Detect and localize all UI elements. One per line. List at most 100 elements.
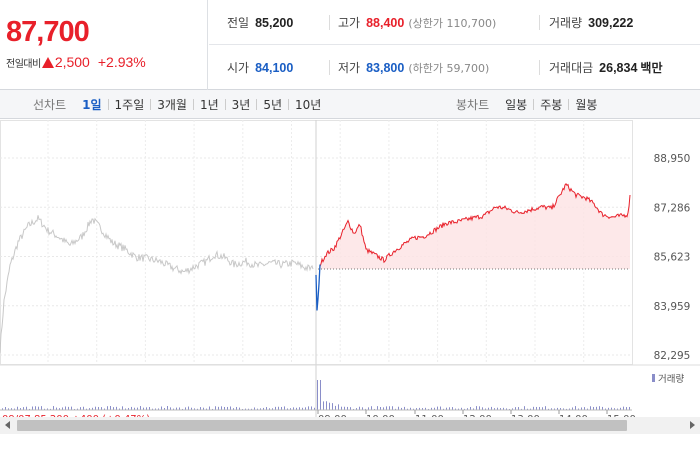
volume-bar bbox=[494, 408, 495, 410]
chart-grid bbox=[0, 120, 633, 420]
volume-bar bbox=[296, 407, 297, 410]
volume-bar bbox=[476, 406, 477, 410]
volume-bar bbox=[197, 408, 198, 410]
volume-bar bbox=[509, 408, 510, 410]
volume-bar bbox=[335, 405, 336, 410]
volume-bar bbox=[143, 407, 144, 410]
tab-1y[interactable]: 1년 bbox=[199, 98, 219, 112]
volume-bar bbox=[365, 408, 366, 410]
volume-bar bbox=[161, 406, 162, 410]
volume-bar bbox=[128, 407, 129, 410]
stat-unit: 백만 bbox=[640, 61, 663, 75]
volume-bar bbox=[488, 407, 489, 410]
volume-bar bbox=[608, 407, 609, 410]
volume-bar bbox=[146, 407, 147, 410]
divider bbox=[539, 60, 540, 75]
tab-3y[interactable]: 3년 bbox=[231, 98, 251, 112]
quote-stats-row: 시가 84,100 저가 83,800 (하한가 59,700) 거래대금 26… bbox=[209, 45, 700, 90]
volume-bar bbox=[530, 408, 531, 410]
volume-bar bbox=[596, 406, 597, 410]
volume-bar bbox=[491, 406, 492, 410]
volume-bar bbox=[410, 407, 411, 410]
volume-bar bbox=[338, 404, 339, 410]
volume-bar bbox=[221, 406, 222, 410]
volume-bar bbox=[479, 406, 480, 410]
stat-label: 전일 bbox=[227, 16, 250, 30]
scroll-left-icon[interactable] bbox=[5, 421, 10, 429]
volume-bar bbox=[623, 406, 624, 410]
current-price: 87,700 bbox=[6, 16, 90, 48]
volume-bar bbox=[113, 407, 114, 410]
volume-bar bbox=[137, 407, 138, 410]
tab-monthly-candle[interactable]: 월봉 bbox=[575, 98, 598, 112]
volume-bar bbox=[233, 408, 234, 410]
line-chart-tabs: 선차트 1일 1주일 3개월 1년 3년 5년 10년 bbox=[33, 90, 327, 119]
tab-3m[interactable]: 3개월 bbox=[157, 98, 187, 112]
volume-bar bbox=[2, 408, 3, 410]
volume-bar bbox=[218, 406, 219, 410]
volume-bar bbox=[173, 408, 174, 410]
volume-bar bbox=[527, 408, 528, 410]
volume-bar bbox=[104, 408, 105, 410]
volume-bar bbox=[119, 408, 120, 410]
volume-bar bbox=[68, 406, 69, 410]
volume-bar bbox=[431, 407, 432, 410]
tab-5y[interactable]: 5년 bbox=[263, 98, 283, 112]
volume-bar bbox=[83, 406, 84, 410]
volume-bar bbox=[287, 408, 288, 410]
candle-chart-tabs: 봉차트 일봉 주봉 월봉 bbox=[456, 90, 603, 119]
tab-1w[interactable]: 1주일 bbox=[114, 98, 145, 112]
volume-bar bbox=[164, 407, 165, 410]
volume-bar bbox=[11, 408, 12, 410]
chart-scrollbar bbox=[0, 417, 700, 450]
volume-bar bbox=[140, 406, 141, 410]
volume-bar bbox=[575, 406, 576, 410]
volume-bar bbox=[572, 407, 573, 410]
y-tick-label: 82,295 bbox=[654, 350, 691, 362]
volume-bar bbox=[62, 407, 63, 410]
volume-bar bbox=[353, 408, 354, 410]
quote-stats-row: 전일 85,200 고가 88,400 (상한가 110,700) 거래량 30… bbox=[209, 0, 700, 45]
scroll-right-icon[interactable] bbox=[690, 421, 695, 429]
volume-bar bbox=[392, 406, 393, 410]
volume-bar bbox=[269, 408, 270, 410]
volume-bar bbox=[299, 407, 300, 410]
stat-value: 84,100 bbox=[255, 60, 294, 75]
opening-series bbox=[315, 264, 321, 311]
volume-bar bbox=[242, 408, 243, 410]
volume-bar bbox=[71, 406, 72, 410]
volume-bar bbox=[308, 406, 309, 410]
volume-bar bbox=[23, 407, 24, 410]
candle-chart-label: 봉차트 bbox=[456, 98, 490, 112]
tab-10y[interactable]: 10년 bbox=[295, 98, 322, 112]
volume-bar bbox=[305, 407, 306, 410]
volume-bar bbox=[455, 408, 456, 410]
volume-bar bbox=[317, 380, 318, 410]
volume-bar bbox=[89, 408, 90, 410]
volume-bar bbox=[545, 406, 546, 410]
volume-bar bbox=[50, 408, 51, 410]
volume-bar bbox=[581, 407, 582, 410]
volume-bar bbox=[185, 407, 186, 410]
volume-bar bbox=[482, 407, 483, 410]
volume-bar bbox=[416, 408, 417, 410]
volume-bar bbox=[569, 408, 570, 410]
volume-bar bbox=[326, 401, 327, 410]
volume-legend-swatch bbox=[652, 374, 655, 382]
volume-bar bbox=[611, 407, 612, 410]
stat-value: 88,400 bbox=[366, 15, 405, 30]
volume-bar bbox=[20, 408, 21, 410]
volume-bar bbox=[506, 408, 507, 410]
volume-bar bbox=[107, 406, 108, 410]
volume-bar bbox=[422, 408, 423, 410]
volume-bar bbox=[407, 408, 408, 410]
scrollbar-thumb[interactable] bbox=[17, 420, 627, 431]
volume-bar bbox=[587, 408, 588, 410]
tab-weekly-candle[interactable]: 주봉 bbox=[540, 98, 563, 112]
tab-1d[interactable]: 1일 bbox=[82, 98, 102, 112]
stat-high: 고가 88,400 (상한가 110,700) bbox=[338, 0, 496, 45]
volume-bar bbox=[395, 408, 396, 410]
tab-daily-candle[interactable]: 일봉 bbox=[505, 98, 528, 112]
volume-bar bbox=[56, 407, 57, 410]
